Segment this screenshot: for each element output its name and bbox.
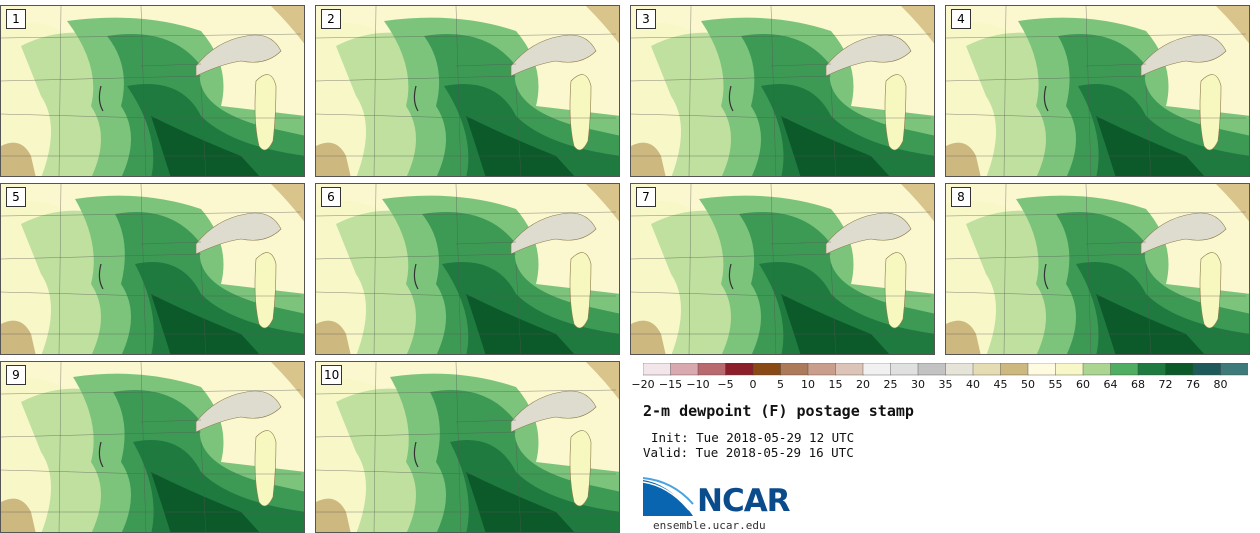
postage-stamp-panel: 10 — [315, 361, 620, 533]
colorbar-swatch — [1027, 363, 1057, 376]
postage-stamp-panel: 8 — [945, 183, 1250, 355]
dewpoint-map — [631, 6, 934, 176]
colorbar-tick-label: 0 — [749, 378, 757, 391]
website-link[interactable]: ensemble.ucar.edu — [653, 519, 766, 532]
colorbar-swatch — [1165, 363, 1194, 376]
dewpoint-map — [1, 362, 304, 532]
colorbar-swatch — [643, 363, 672, 376]
postage-stamp-panel: 5 — [0, 183, 305, 355]
colorbar-tick-label: 40 — [966, 378, 980, 391]
dewpoint-map — [1, 184, 304, 354]
colorbar-tick-label: 50 — [1021, 378, 1035, 391]
colorbar-swatch — [670, 363, 699, 376]
colorbar-tick-label: 25 — [883, 378, 898, 391]
colorbar-swatch — [807, 363, 837, 376]
colorbar — [643, 363, 1248, 376]
postage-stamp-panel: 7 — [630, 183, 935, 355]
colorbar-swatch — [945, 363, 974, 376]
colorbar-swatch — [862, 363, 892, 376]
colorbar-swatch — [835, 363, 864, 376]
dewpoint-map — [316, 362, 619, 532]
dewpoint-map — [1, 6, 304, 176]
colorbar-tick-label: 45 — [993, 378, 1008, 391]
postage-stamp-panel: 4 — [945, 5, 1250, 177]
valid-time: Valid: Tue 2018-05-29 16 UTC — [643, 445, 854, 460]
colorbar-tick-label: 55 — [1048, 378, 1063, 391]
colorbar-tick-label: 68 — [1131, 378, 1145, 391]
colorbar-tick-label: 35 — [938, 378, 953, 391]
colorbar-swatch — [1110, 363, 1139, 376]
ncar-logo-icon — [643, 477, 694, 516]
member-label: 8 — [951, 187, 971, 207]
colorbar-swatch — [1082, 363, 1112, 376]
member-label: 1 — [6, 9, 26, 29]
colorbar-swatch — [1000, 363, 1029, 376]
colorbar-swatch — [1055, 363, 1084, 376]
dewpoint-map — [316, 184, 619, 354]
colorbar-tick-label: 76 — [1186, 378, 1200, 391]
colorbar-swatch — [917, 363, 947, 376]
postage-stamp-panel: 1 — [0, 5, 305, 177]
colorbar-tick-label: −15 — [658, 378, 683, 391]
postage-stamp-panel: 6 — [315, 183, 620, 355]
colorbar-tick-label: 30 — [911, 378, 925, 391]
member-label: 7 — [636, 187, 656, 207]
dewpoint-map — [946, 6, 1249, 176]
dewpoint-map — [946, 184, 1249, 354]
colorbar-tick-label: 64 — [1103, 378, 1118, 391]
plot-title: 2-m dewpoint (F) postage stamp — [643, 402, 914, 420]
colorbar-swatch — [780, 363, 809, 376]
colorbar-tick-label: −10 — [686, 378, 710, 391]
member-label: 5 — [6, 187, 26, 207]
member-label: 2 — [321, 9, 341, 29]
postage-stamp-panel: 9 — [0, 361, 305, 533]
dewpoint-map — [631, 184, 934, 354]
member-label: 4 — [951, 9, 971, 29]
member-label: 3 — [636, 9, 656, 29]
ncar-logo-text: NCAR — [697, 483, 791, 519]
colorbar-tick-label: 20 — [856, 378, 870, 391]
colorbar-tick-label: 60 — [1076, 378, 1090, 391]
colorbar-tick-label: 15 — [828, 378, 843, 391]
colorbar-tick-label: 80 — [1213, 378, 1228, 391]
colorbar-swatch — [1192, 363, 1222, 376]
colorbar-tick-label: 72 — [1158, 378, 1173, 391]
dewpoint-map — [316, 6, 619, 176]
colorbar-swatch — [752, 363, 782, 376]
colorbar-swatch — [697, 363, 727, 376]
colorbar-swatch — [890, 363, 919, 376]
postage-stamp-panel: 2 — [315, 5, 620, 177]
colorbar-swatch — [972, 363, 1002, 376]
colorbar-swatch — [725, 363, 754, 376]
colorbar-tick-label: −5 — [717, 378, 734, 391]
postage-stamp-panel: 3 — [630, 5, 935, 177]
colorbar-tick-label: 5 — [777, 378, 784, 391]
colorbar-swatch — [1220, 363, 1248, 376]
colorbar-swatch — [1137, 363, 1167, 376]
member-label: 9 — [6, 365, 26, 385]
colorbar-tick-label: −20 — [631, 378, 655, 391]
member-label: 10 — [321, 365, 343, 385]
member-label: 6 — [321, 187, 341, 207]
colorbar-tick-label: 10 — [801, 378, 815, 391]
init-time: Init: Tue 2018-05-29 12 UTC — [651, 430, 855, 445]
